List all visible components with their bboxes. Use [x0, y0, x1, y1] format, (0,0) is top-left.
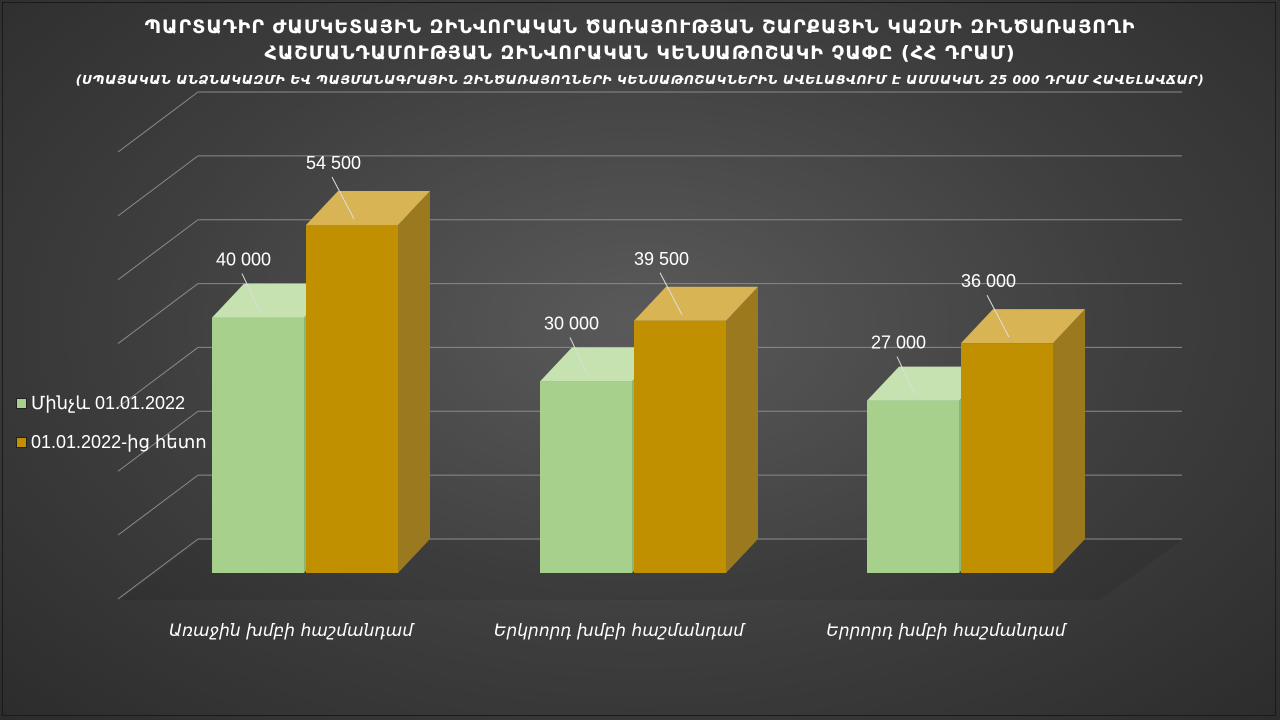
bar-top-0-0: [212, 283, 336, 318]
chart-title-line-1: ՊԱՐՏԱԴԻՐ ԺԱՄԿԵՏԱՅԻՆ ԶԻՆՎՈՐԱԿԱՆ ԾԱՌԱՅՈՒԹՅ…: [144, 16, 1136, 38]
data-label-1-1: 39 500: [634, 249, 689, 269]
bar-top-1-1: [634, 286, 758, 321]
bar-1-1: [634, 320, 726, 573]
category-label-2: Երրորդ խմբի հաշմանդամ: [826, 621, 1067, 641]
data-label-leader-1-2: [986, 294, 1010, 338]
bar-top-1-2: [961, 309, 1085, 344]
data-label-0-0: 40 000: [216, 250, 271, 270]
bar-top-0-1: [540, 347, 664, 382]
legend-item-series-1: Մինչև 01.01.2022: [16, 393, 185, 414]
bar-side-1-2: [1053, 309, 1085, 573]
data-label-0-2: 27 000: [871, 333, 926, 353]
data-label-1-0: 54 500: [306, 153, 361, 173]
gridline-side: [117, 91, 199, 153]
data-label-leader-0-2: [896, 356, 916, 395]
legend-label-series-2: 01.01.2022-ից հետո: [31, 432, 207, 452]
category-label-0: Առաջին խմբի հաշմանդամ: [169, 621, 415, 641]
data-label-leader-1-0: [331, 176, 355, 220]
bar-side-1-1: [726, 286, 758, 573]
gridline-side: [117, 219, 199, 281]
data-label-0-1: 30 000: [544, 313, 599, 333]
data-label-leader-0-0: [241, 273, 261, 312]
bar-1-0: [306, 224, 398, 573]
data-label-leader-0-1: [569, 337, 589, 376]
bar-top-1-0: [306, 190, 430, 225]
gridline-side: [117, 474, 199, 536]
chart-title-line-2: ՀԱՇՄԱՆԴԱՄՈՒԹՅԱՆ ԶԻՆՎՈՐԱԿԱՆ ԿԵՆՍԱԹՈՇԱԿԻ Չ…: [264, 42, 1016, 64]
legend-item-series-2: 01.01.2022-ից հետո: [16, 432, 207, 453]
gridline-side: [117, 538, 199, 600]
data-label-1-2: 36 000: [961, 271, 1016, 291]
chart-subtitle: (ՍՊԱՅԱԿԱՆ ԱՆՁՆԱԿԱԶՄԻ ԵՎ ՊԱՅՄԱՆԱԳՐԱՅԻՆ ԶԻ…: [75, 72, 1205, 87]
data-label-leader-1-1: [659, 272, 683, 315]
bar-0-1: [540, 381, 632, 573]
gridline-side: [117, 347, 199, 408]
bar-side-1-0: [398, 190, 430, 573]
bar-1-2: [961, 343, 1053, 573]
gridline-side: [117, 283, 199, 344]
legend-swatch-series-2: [16, 437, 27, 448]
bar-top-0-2: [867, 366, 991, 401]
gridline-side: [117, 155, 199, 217]
gridline-side: [117, 410, 199, 472]
bar-0-0: [212, 317, 304, 573]
bar-0-2: [867, 400, 959, 573]
legend-swatch-series-1: [16, 398, 27, 409]
category-label-1: Երկրորդ խմբի հաշմանդամ: [494, 621, 746, 641]
legend-label-series-1: Մինչև 01.01.2022: [31, 393, 186, 413]
